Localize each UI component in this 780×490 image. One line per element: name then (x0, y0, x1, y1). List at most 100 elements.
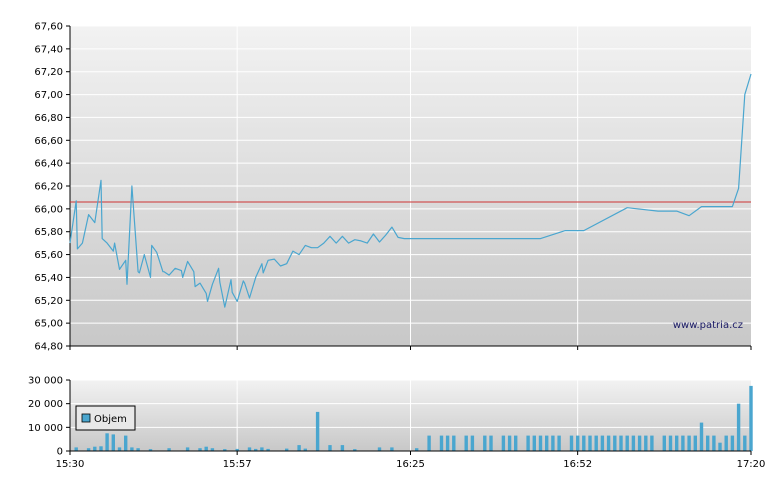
price-y-tick-label: 65,40 (34, 273, 63, 284)
legend: Objem (75, 405, 136, 431)
price-y-tick-label: 64,80 (34, 342, 63, 353)
price-y-tick-label: 66,80 (34, 113, 63, 124)
volume-bar (105, 433, 109, 452)
price-y-tick-label: 65,00 (34, 319, 63, 330)
volume-bar (210, 448, 215, 451)
volume-bar (606, 435, 611, 451)
volume-bar (111, 434, 115, 451)
volume-bar (576, 435, 580, 451)
volume-bar (724, 435, 728, 451)
price-y-tick-label: 67,00 (34, 90, 63, 101)
volume-bar (644, 435, 648, 451)
volume-bar (452, 435, 456, 451)
volume-y-tick-label: 20 000 (28, 399, 63, 410)
price-y-tick-label: 65,80 (34, 227, 63, 238)
volume-bar (254, 448, 258, 451)
legend-box (75, 405, 136, 431)
volume-bar (507, 435, 512, 451)
volume-bar (99, 446, 103, 451)
volume-bar (427, 435, 431, 451)
volume-bar (538, 435, 543, 451)
volume-bar (167, 448, 171, 451)
volume-bar (687, 435, 691, 451)
price-panel: 64,80 65,00 65,20 65,40 65,60 65,80 66,00 66,20… (34, 22, 752, 353)
price-y-tick-label: 66,60 (34, 136, 63, 147)
price-y-tick-label: 65,20 (34, 296, 63, 307)
volume-bar (749, 385, 753, 451)
volume-bar (297, 445, 301, 451)
volume-bar (328, 445, 332, 451)
volume-bar (514, 435, 518, 451)
volume-bar (266, 448, 270, 451)
volume-bar (445, 435, 450, 451)
volume-bar (74, 447, 78, 451)
x-tick-label: 15:30 (56, 459, 85, 470)
volume-bar (124, 435, 128, 451)
x-tick-label: 16:25 (396, 459, 425, 470)
volume-bar (117, 447, 122, 451)
price-line (69, 73, 752, 308)
volume-bar (736, 403, 741, 451)
volume-bar (130, 447, 134, 451)
volume-bar (619, 435, 623, 451)
legend-label: Objem (94, 414, 127, 425)
volume-bar (303, 448, 307, 451)
x-tick-label: 17:20 (737, 459, 766, 470)
volume-bar (470, 435, 475, 451)
volume-bar (390, 447, 394, 451)
price-y-tick-label: 66,40 (34, 159, 63, 170)
watermark: www.patria.cz (673, 320, 743, 331)
volume-bar (675, 435, 679, 451)
volume-bar (681, 435, 685, 451)
volume-bar (730, 435, 735, 451)
volume-bar (588, 435, 592, 451)
volume-bar (198, 448, 202, 451)
volume-bars (74, 385, 753, 452)
volume-bar (569, 435, 574, 451)
price-vertical-gridlines (236, 26, 579, 346)
volume-bar (650, 435, 654, 451)
volume-bar (557, 435, 561, 451)
legend-swatch (81, 413, 91, 423)
volume-bar (600, 435, 605, 451)
x-tick-label: 15:57 (223, 459, 252, 470)
volume-bar (415, 448, 419, 451)
volume-bar (545, 435, 549, 451)
volume-bar (185, 447, 190, 451)
volume-bar (693, 435, 697, 451)
volume-bar (235, 448, 239, 451)
volume-bar (260, 447, 264, 451)
volume-bar (285, 448, 289, 451)
volume-panel: 0 10 000 20 000 30 000 15:30 15:57 16:25 16:52… (28, 376, 765, 471)
volume-bar (489, 435, 493, 451)
price-y-tick-label: 65,60 (34, 250, 63, 261)
volume-bar (247, 447, 252, 451)
volume-bar (699, 422, 704, 451)
volume-bar (353, 449, 357, 451)
volume-bar (93, 446, 97, 451)
volume-bar (712, 435, 716, 451)
volume-bar (637, 435, 642, 451)
price-y-tick-label: 66,20 (34, 182, 63, 193)
volume-bar (532, 435, 536, 451)
volume-y-tick-label: 0 (57, 447, 63, 458)
price-y-tick-label: 67,20 (34, 67, 63, 78)
volume-bar (718, 442, 722, 451)
price-y-axis: 64,80 65,00 65,20 65,40 65,60 65,80 66,00 66,20… (34, 22, 71, 353)
price-y-tick-label: 67,60 (34, 22, 63, 33)
volume-bar (668, 435, 673, 451)
volume-bar (594, 435, 598, 451)
price-series (69, 73, 752, 308)
volume-bar (501, 435, 506, 451)
volume-bar (377, 447, 382, 451)
volume-bar (662, 435, 666, 451)
price-x-tick-marks (69, 346, 752, 350)
volume-y-tick-label: 30 000 (28, 376, 63, 387)
volume-bar (551, 435, 555, 451)
volume-bar (526, 435, 530, 451)
x-tick-label: 16:52 (563, 459, 592, 470)
volume-y-tick-label: 10 000 (28, 423, 63, 434)
volume-bar (743, 435, 747, 451)
volume-bar (340, 445, 345, 451)
